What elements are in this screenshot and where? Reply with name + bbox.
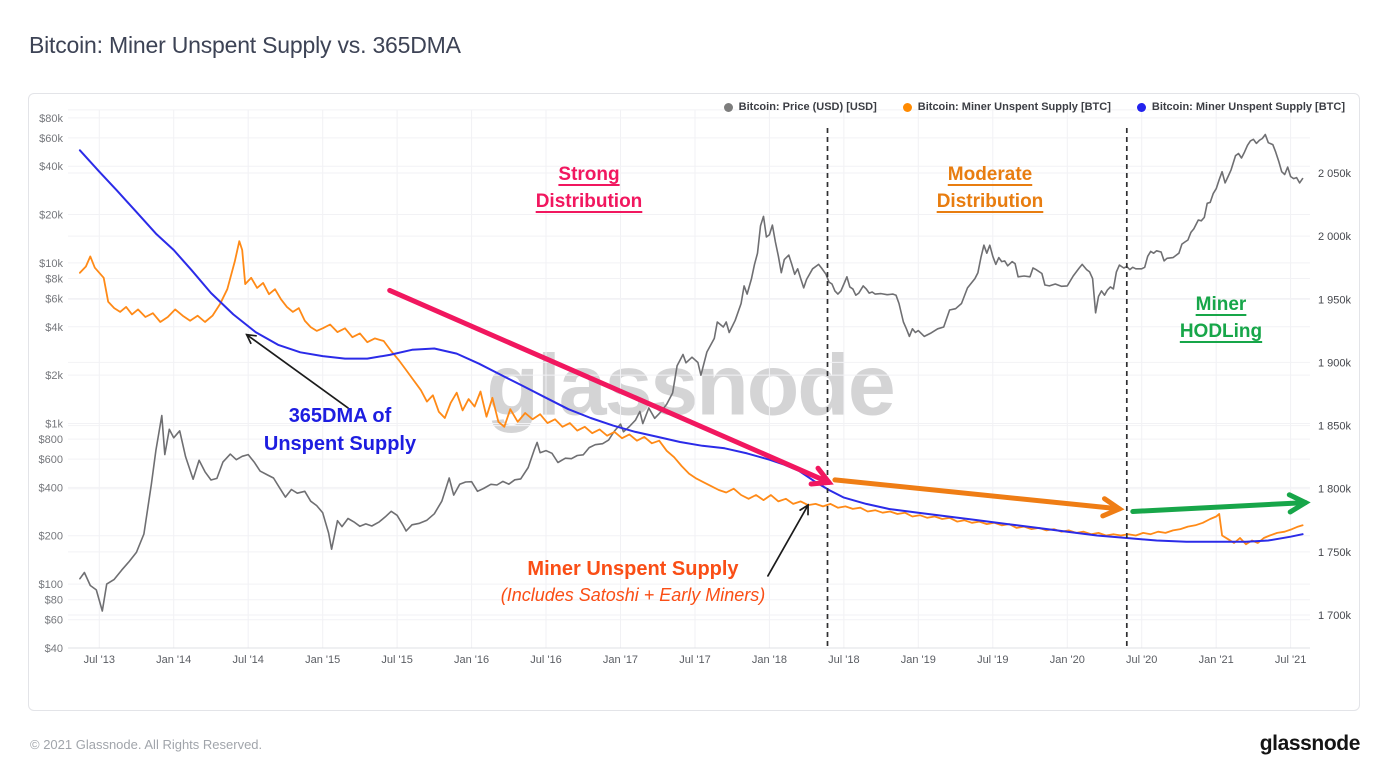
x-tick-label: Jul '20	[1126, 654, 1157, 666]
dma-pointer-arrow	[245, 333, 349, 409]
right-tick-label: 1 800k	[1318, 484, 1352, 496]
left-tick-label: $60k	[39, 133, 63, 145]
miner-supply-series-dot-icon	[902, 102, 912, 112]
right-tick-label: 2 050k	[1318, 168, 1352, 180]
left-tick-label: $100	[39, 579, 63, 591]
x-tick-label: Jan '21	[1199, 654, 1234, 666]
chart-canvas[interactable]: Jul '13 Jan '14 Jul '14 Jan '15 Jul '15 Jan '…	[29, 94, 1359, 710]
x-tick-label: Jul '21	[1275, 654, 1306, 666]
x-tick-label: Jan '20	[1050, 654, 1085, 666]
legend-label: Bitcoin: Miner Unspent Supply [BTC]	[1151, 101, 1345, 113]
annotation-mus-subtitle: (Includes Satoshi + Early Miners)	[500, 585, 766, 606]
right-tick-label: 1 750k	[1318, 547, 1352, 559]
left-tick-label: $800	[39, 434, 63, 446]
glassnode-logo: glassnode	[1259, 732, 1361, 755]
right-tick-label: 1 700k	[1318, 610, 1352, 622]
annotation-miner-hodling: Miner HODLing	[1179, 294, 1263, 342]
chart-card: glassnode Jul '13 Jan '14 Jul '14 Jan '15 Ju…	[28, 93, 1360, 711]
annotation-miner-unspent-supply-label: Miner Unspent Supply (Includes Satoshi +…	[501, 555, 766, 609]
miner-unspent-supply-line	[79, 240, 1304, 546]
legend-label: Bitcoin: Miner Unspent Supply [BTC]	[917, 101, 1111, 113]
left-tick-label: $600	[39, 454, 63, 466]
left-tick-label: $400	[39, 482, 63, 494]
x-tick-label: Jan '18	[752, 654, 787, 666]
left-tick-label: $4k	[45, 322, 63, 334]
right-tick-label: 2 000k	[1318, 231, 1352, 243]
legend-item-miner-unspent-supply-dma[interactable]: Bitcoin: Miner Unspent Supply [BTC]	[1136, 101, 1345, 113]
left-tick-label: $6k	[45, 294, 63, 306]
left-tick-label: $8k	[45, 274, 63, 286]
x-tick-label: Jan '16	[454, 654, 489, 666]
price-series-dot-icon	[723, 102, 733, 112]
x-tick-label: Jul '15	[381, 654, 412, 666]
miner-hodling-arrow	[1130, 492, 1311, 515]
legend-item-miner-unspent-supply[interactable]: Bitcoin: Miner Unspent Supply [BTC]	[902, 101, 1111, 113]
left-tick-label: $80	[45, 595, 63, 607]
annotation-mus-title: Miner Unspent Supply	[527, 558, 739, 580]
left-tick-label: $20k	[39, 210, 63, 222]
left-tick-label: $200	[39, 531, 63, 543]
left-tick-label: $1k	[45, 419, 63, 431]
legend-label: Bitcoin: Price (USD) [USD]	[738, 101, 877, 113]
left-tick-label: $60	[45, 615, 63, 627]
right-tick-label: 1 850k	[1318, 421, 1352, 433]
strong-distribution-arrow	[387, 287, 834, 487]
x-tick-label: Jul '16	[530, 654, 561, 666]
x-tick-label: Jan '17	[603, 654, 638, 666]
left-tick-label: $40k	[39, 161, 63, 173]
dma-line	[78, 149, 1304, 543]
right-tick-label: 1 900k	[1318, 357, 1352, 369]
x-tick-label: Jan '19	[901, 654, 936, 666]
x-tick-label: Jul '14	[232, 654, 263, 666]
mus-pointer-arrow	[767, 503, 809, 577]
left-tick-label: $2k	[45, 370, 63, 382]
annotation-365dma-label: 365DMA of Unspent Supply	[263, 405, 417, 456]
annotation-strong-distribution: Strong Distribution	[535, 164, 643, 212]
left-tick-label: $80k	[39, 113, 63, 125]
x-tick-label: Jan '14	[156, 654, 191, 666]
x-tick-label: Jul '17	[679, 654, 710, 666]
x-tick-label: Jan '15	[305, 654, 340, 666]
left-tick-label: $40	[45, 643, 63, 655]
dma-series-dot-icon	[1136, 102, 1146, 112]
x-tick-label: Jul '18	[828, 654, 859, 666]
page-title: Bitcoin: Miner Unspent Supply vs. 365DMA	[29, 32, 461, 58]
x-tick-label: Jul '19	[977, 654, 1008, 666]
left-tick-label: $10k	[39, 258, 63, 270]
moderate-distribution-arrow	[832, 477, 1125, 519]
chart-legend: Bitcoin: Price (USD) [USD] Bitcoin: Mine…	[723, 101, 1345, 113]
copyright-text: © 2021 Glassnode. All Rights Reserved.	[30, 736, 263, 752]
x-tick-label: Jul '13	[84, 654, 115, 666]
right-tick-label: 1 950k	[1318, 294, 1352, 306]
annotation-moderate-distribution: Moderate Distribution	[936, 164, 1044, 212]
legend-item-price[interactable]: Bitcoin: Price (USD) [USD]	[723, 101, 877, 113]
footer: © 2021 Glassnode. All Rights Reserved. g…	[30, 726, 1360, 762]
price-line	[79, 133, 1304, 612]
